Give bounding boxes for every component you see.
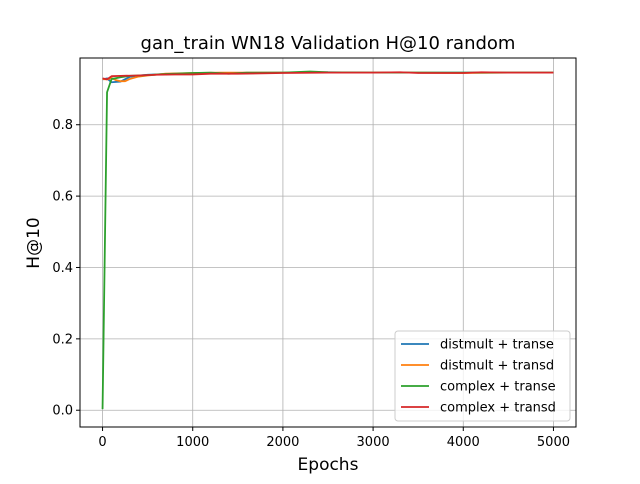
series-line-4 (102, 71, 554, 81)
y-axis: 0.0 0.2 0.4 0.6 0.8 (52, 118, 80, 419)
x-tick-label: 3000 (357, 435, 390, 450)
x-tick-label: 4000 (447, 435, 480, 450)
chart-title: gan_train WN18 Validation H@10 random (141, 33, 516, 54)
legend-label: complex + transd (440, 401, 556, 416)
legend: distmult + transe distmult + transd comple… (394, 330, 571, 422)
plot-frame (79, 57, 577, 428)
x-tick-label: 2000 (266, 435, 299, 450)
x-tick-label: 1000 (176, 435, 209, 450)
x-tick-label: 0 (98, 435, 106, 450)
data-lines (101, 70, 554, 410)
y-axis-title: H@10 (24, 217, 44, 268)
y-tick-label: 0.8 (52, 118, 73, 133)
y-tick-label: 0.2 (52, 332, 73, 347)
y-tick-label: 0.4 (52, 261, 73, 276)
legend-label: distmult + transe (440, 338, 554, 353)
y-tick-label: 0.0 (52, 404, 73, 419)
y-tick-label: 0.6 (52, 190, 73, 205)
x-axis-title: Epochs (298, 455, 359, 475)
legend-box (394, 330, 571, 422)
x-axis: 0 1000 2000 3000 4000 5000 (98, 427, 570, 450)
legend-label: complex + transe (440, 380, 556, 395)
x-tick-label: 5000 (537, 435, 570, 450)
legend-label: distmult + transd (440, 359, 554, 374)
